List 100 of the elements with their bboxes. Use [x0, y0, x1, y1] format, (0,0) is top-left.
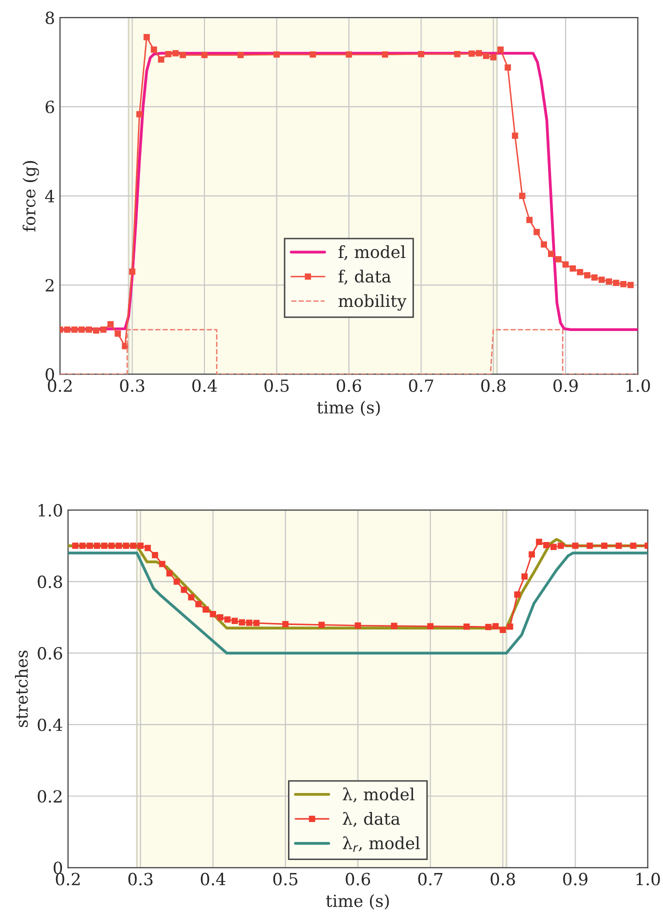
point	[114, 330, 121, 337]
y-tick-label: 6	[46, 100, 54, 114]
point	[555, 256, 562, 262]
point	[232, 618, 238, 624]
point	[72, 542, 78, 549]
point	[130, 542, 136, 549]
line-series	[68, 552, 648, 654]
x-tick-label: 0.5	[273, 872, 298, 886]
point	[152, 552, 158, 558]
point	[490, 54, 496, 60]
point	[601, 542, 608, 549]
point	[526, 216, 533, 224]
point	[180, 586, 188, 593]
point	[217, 614, 224, 620]
y-tick-label: 0.8	[38, 576, 62, 588]
point	[390, 622, 398, 630]
x-tick-label: 0.8	[481, 379, 506, 392]
point	[86, 326, 92, 333]
point	[528, 551, 535, 558]
legend-label: λ$_{r}$, model	[342, 836, 420, 852]
point	[78, 326, 85, 333]
point	[172, 50, 179, 56]
point	[613, 280, 620, 286]
point	[627, 282, 634, 288]
point	[174, 578, 180, 585]
legend-label: f, model	[338, 245, 406, 260]
point	[201, 52, 208, 58]
x-axis-title: time (s)	[326, 894, 389, 910]
point	[238, 619, 246, 626]
point	[586, 542, 593, 549]
point	[195, 600, 202, 608]
legend-label: λ, data	[342, 812, 400, 827]
point	[543, 542, 550, 548]
point	[253, 620, 260, 626]
x-tick-label: 0.9	[553, 379, 578, 392]
x-tick-label: 0.8	[490, 872, 515, 886]
point	[512, 132, 518, 139]
point	[144, 34, 150, 40]
point	[492, 623, 499, 630]
y-tick-label: 0	[46, 368, 54, 381]
point	[180, 52, 186, 58]
point	[500, 626, 506, 633]
y-tick-label: 2	[46, 279, 54, 292]
point	[346, 51, 352, 58]
point	[282, 620, 289, 628]
point	[202, 606, 209, 613]
point	[86, 542, 93, 549]
point	[616, 542, 622, 549]
point	[165, 50, 172, 58]
point	[463, 623, 470, 630]
point	[150, 46, 158, 53]
point	[79, 542, 86, 549]
point	[354, 622, 362, 629]
point	[100, 326, 106, 333]
point	[107, 321, 114, 328]
point	[540, 241, 548, 248]
point	[92, 327, 100, 334]
x-tick-label: 0.7	[418, 872, 442, 886]
x-axis-title: time (s)	[317, 400, 380, 416]
y-axis-title: force (g)	[22, 161, 39, 232]
point	[94, 542, 100, 549]
point	[598, 276, 605, 283]
point	[570, 265, 576, 272]
point	[418, 50, 424, 58]
point	[237, 52, 244, 58]
y-tick-label: 4	[45, 190, 54, 202]
point	[166, 570, 173, 576]
point	[483, 52, 490, 60]
point	[71, 326, 78, 333]
point	[382, 51, 388, 58]
point	[188, 594, 194, 600]
point	[485, 624, 492, 630]
y-tick-label: 8	[46, 12, 54, 24]
point	[576, 269, 584, 276]
point	[536, 538, 542, 545]
point	[159, 560, 166, 568]
x-tick-label: 0.4	[200, 872, 226, 886]
point	[318, 622, 325, 628]
point	[620, 281, 626, 288]
legend-label: λ, model	[342, 787, 414, 803]
point	[116, 542, 122, 549]
point	[476, 50, 482, 56]
point	[210, 610, 216, 618]
point	[519, 192, 526, 200]
point	[224, 616, 231, 623]
point	[129, 268, 136, 275]
y-tick-label: 0.6	[38, 647, 62, 660]
point	[158, 56, 164, 63]
point	[584, 272, 590, 278]
point	[630, 542, 636, 549]
x-tick-label: 0.5	[264, 379, 289, 392]
point	[572, 542, 578, 549]
y-tick-label: 0.4	[38, 718, 62, 732]
point	[246, 620, 252, 626]
point	[521, 573, 528, 580]
x-tick-label: 1.0	[636, 872, 660, 886]
y-tick-label: 0	[54, 862, 62, 874]
point	[310, 51, 316, 58]
point	[122, 542, 130, 549]
point	[101, 542, 108, 549]
